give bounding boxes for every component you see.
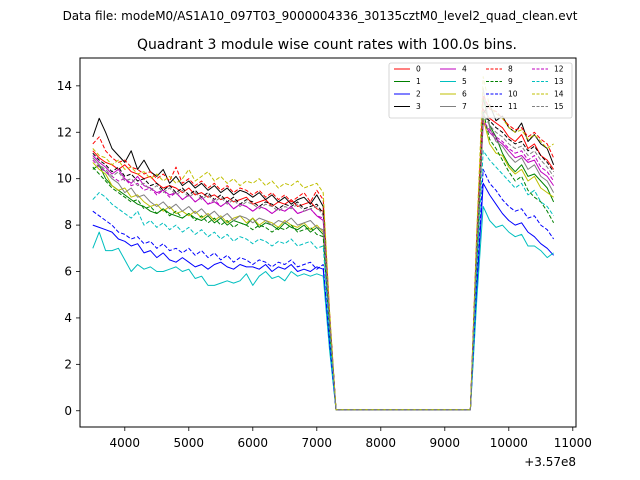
legend-label-6: 6 <box>462 90 467 99</box>
chart-title: Quadrant 3 module wise count rates with … <box>137 37 517 53</box>
legend-label-1: 1 <box>416 77 421 86</box>
y-tick-label: 0 <box>64 404 72 418</box>
x-tick-label: 6000 <box>238 436 269 450</box>
axes-frame <box>79 57 577 428</box>
series-line-13 <box>92 150 555 411</box>
y-tick-label: 4 <box>64 311 72 325</box>
legend-label-3: 3 <box>416 102 421 111</box>
y-tick-label: 14 <box>57 79 72 93</box>
legend-label-13: 13 <box>554 77 564 86</box>
series-line-6 <box>92 117 554 411</box>
x-tick-label: 4000 <box>110 436 141 450</box>
legend-label-7: 7 <box>462 102 467 111</box>
series-line-2 <box>92 182 554 411</box>
plot-area <box>79 57 577 428</box>
legend-frame <box>388 62 573 119</box>
x-tick-label: 9000 <box>430 436 461 450</box>
y-axis: 0 2 4 6 8 10 12 14 <box>57 79 80 418</box>
x-axis: 4000 5000 6000 7000 8000 9000 10000 11000 <box>110 427 592 450</box>
legend-label-9: 9 <box>508 77 513 86</box>
series-line-3 <box>92 103 555 411</box>
y-tick-label: 12 <box>57 125 72 139</box>
legend-label-5: 5 <box>462 77 467 86</box>
x-tick-label: 7000 <box>302 436 333 450</box>
series-line-12 <box>92 120 555 411</box>
x-tick-label: 5000 <box>174 436 205 450</box>
legend-label-11: 11 <box>508 102 518 111</box>
legend-label-14: 14 <box>554 90 564 99</box>
x-offset-label: +3.57e8 <box>524 455 576 469</box>
series-layer <box>92 76 555 411</box>
series-line-15 <box>92 113 555 411</box>
legend-label-4: 4 <box>462 65 467 74</box>
y-tick-label: 8 <box>64 218 72 232</box>
legend-label-15: 15 <box>554 102 564 111</box>
axes-background <box>80 58 576 427</box>
series-line-0 <box>92 108 555 411</box>
series-line-11 <box>92 115 555 411</box>
y-tick-label: 6 <box>64 265 72 279</box>
series-line-1 <box>92 97 555 411</box>
series-line-5 <box>92 206 554 411</box>
series-line-9 <box>92 110 555 411</box>
legend-label-12: 12 <box>554 65 564 74</box>
suptitle: Data file: modeM0/AS1A10_097T03_90000043… <box>63 9 578 23</box>
x-tick-label: 10000 <box>490 436 528 450</box>
y-tick-label: 10 <box>57 172 72 186</box>
x-tick-label: 11000 <box>554 436 592 450</box>
legend-label-8: 8 <box>508 65 513 74</box>
series-line-7 <box>92 87 555 411</box>
legend-label-0: 0 <box>416 65 421 74</box>
legend-label-2: 2 <box>416 90 421 99</box>
series-line-10 <box>92 168 555 411</box>
y-tick-label: 2 <box>64 357 72 371</box>
x-tick-label: 8000 <box>366 436 397 450</box>
legend-label-10: 10 <box>508 90 518 99</box>
